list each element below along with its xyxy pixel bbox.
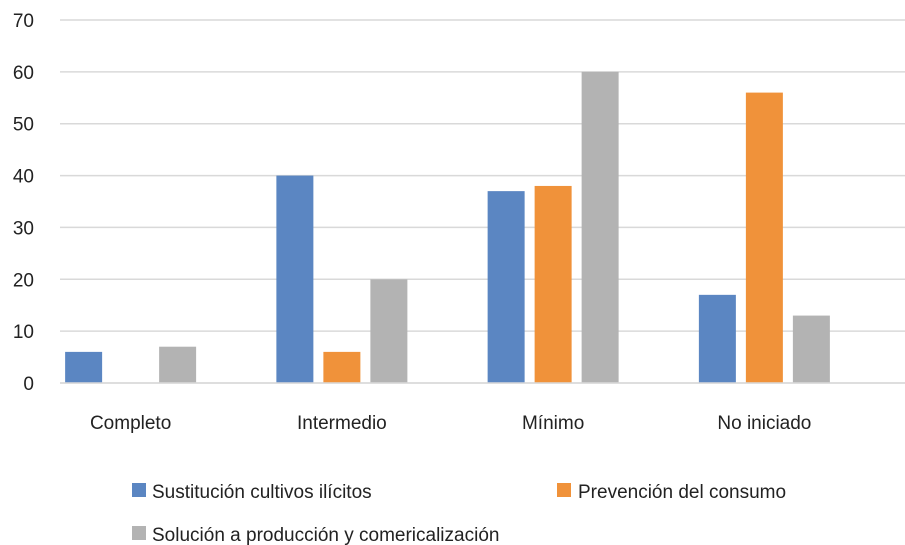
bar — [745, 92, 783, 383]
y-tick-label: 40 — [13, 167, 34, 188]
bar — [370, 279, 408, 383]
x-category-label: Intermedio — [297, 413, 387, 434]
gridlines — [60, 19, 905, 384]
y-tick-label: 60 — [13, 63, 34, 84]
bar — [534, 185, 572, 383]
x-category-label: Mínimo — [522, 413, 584, 434]
y-axis-ticks: 0 10 20 30 40 50 60 70 — [13, 11, 34, 395]
legend-swatch — [132, 526, 146, 540]
legend: Sustitución cultivos ilícitos Prevención … — [132, 482, 786, 545]
x-category-label: Completo — [90, 413, 171, 434]
bar — [276, 175, 314, 383]
x-axis-categories: Completo Intermedio Mínimo No iniciado — [90, 413, 811, 434]
y-tick-label: 30 — [13, 218, 34, 239]
bar — [323, 351, 361, 383]
legend-label: Solución a producción y comericalización — [152, 525, 499, 545]
bar — [487, 191, 525, 383]
y-tick-label: 20 — [13, 270, 34, 291]
bar — [581, 71, 619, 383]
y-tick-label: 50 — [13, 115, 34, 136]
bar — [792, 315, 830, 383]
legend-swatch — [132, 483, 146, 497]
y-tick-label: 10 — [13, 322, 34, 343]
y-tick-label: 0 — [23, 374, 34, 395]
legend-swatch — [557, 483, 571, 497]
bar — [159, 346, 197, 383]
bar — [65, 351, 103, 383]
y-tick-label: 70 — [13, 11, 34, 32]
bars — [60, 71, 905, 384]
legend-label: Sustitución cultivos ilícitos — [152, 482, 372, 503]
bar — [698, 294, 736, 383]
x-category-label: No iniciado — [717, 413, 811, 434]
legend-label: Prevención del consumo — [578, 482, 786, 503]
